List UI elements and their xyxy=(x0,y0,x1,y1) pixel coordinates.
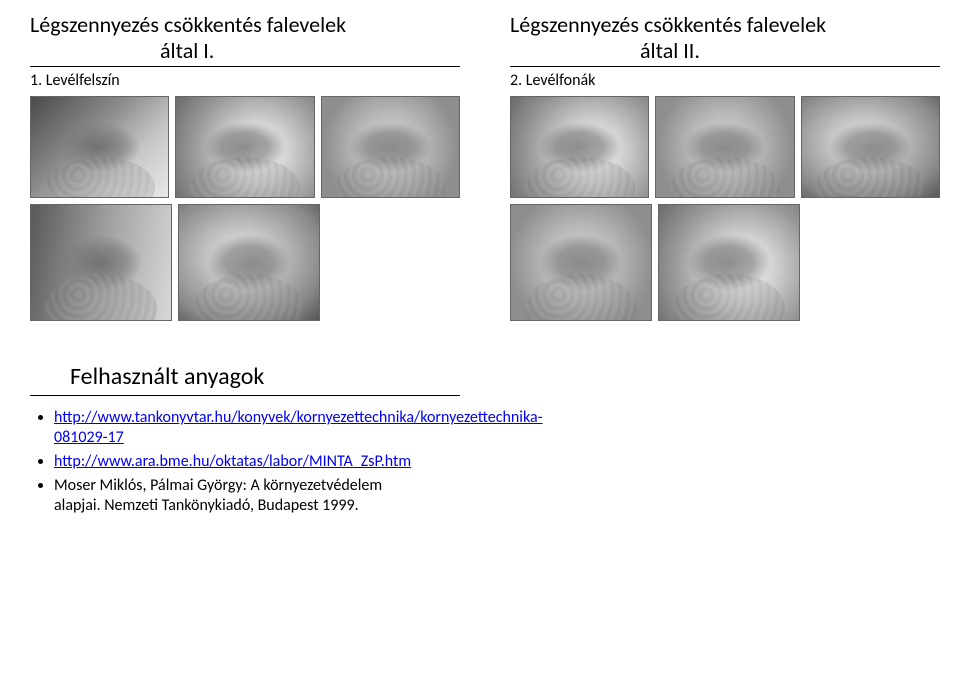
slide-top-left: Légszennyezés csökkentés falevelek által… xyxy=(0,0,480,342)
slide-top-right: Légszennyezés csökkentés falevelek által… xyxy=(480,0,960,342)
subtitle: 2. Levélfonák xyxy=(510,71,940,90)
microscopy-image xyxy=(510,204,652,321)
title-line-1: Légszennyezés csökkentés falevelek xyxy=(510,12,940,38)
title-line-2: által II. xyxy=(510,38,940,64)
subtitle: 1. Levélfelszín xyxy=(30,71,460,90)
microscopy-image xyxy=(801,96,940,198)
image-row-1 xyxy=(510,96,940,198)
image-row-2 xyxy=(30,204,460,321)
reference-item: http://www.tankonyvtar.hu/konyvek/kornye… xyxy=(54,408,414,448)
title-line-1: Légszennyezés csökkentés falevelek xyxy=(30,12,460,38)
title-line-2: által I. xyxy=(30,38,460,64)
slide-bottom-right xyxy=(480,342,960,684)
microscopy-image xyxy=(30,204,172,321)
microscopy-image xyxy=(658,204,800,321)
references-list: http://www.tankonyvtar.hu/konyvek/kornye… xyxy=(30,408,460,516)
title-rule xyxy=(510,66,940,67)
title-block: Légszennyezés csökkentés falevelek által… xyxy=(510,12,940,90)
reference-link[interactable]: http://www.tankonyvtar.hu/konyvek/kornye… xyxy=(54,408,543,447)
image-row-2 xyxy=(510,204,940,321)
microscopy-image xyxy=(178,204,320,321)
references-rule xyxy=(30,395,460,396)
microscopy-image xyxy=(655,96,794,198)
slide-bottom-left: Felhasznált anyagok http://www.tankonyvt… xyxy=(0,342,480,684)
title-block: Légszennyezés csökkentés falevelek által… xyxy=(30,12,460,90)
image-row-1 xyxy=(30,96,460,198)
reference-text: Moser Miklós, Pálmai György: A környezet… xyxy=(54,476,382,515)
page: Légszennyezés csökkentés falevelek által… xyxy=(0,0,960,684)
microscopy-image xyxy=(321,96,460,198)
microscopy-image xyxy=(30,96,169,198)
reference-link[interactable]: http://www.ara.bme.hu/oktatas/labor/MINT… xyxy=(54,452,411,471)
reference-item: http://www.ara.bme.hu/oktatas/labor/MINT… xyxy=(54,452,414,472)
references-title: Felhasznált anyagok xyxy=(70,362,460,391)
title-rule xyxy=(30,66,460,67)
microscopy-image xyxy=(510,96,649,198)
reference-item: Moser Miklós, Pálmai György: A környezet… xyxy=(54,476,414,516)
microscopy-image xyxy=(175,96,314,198)
